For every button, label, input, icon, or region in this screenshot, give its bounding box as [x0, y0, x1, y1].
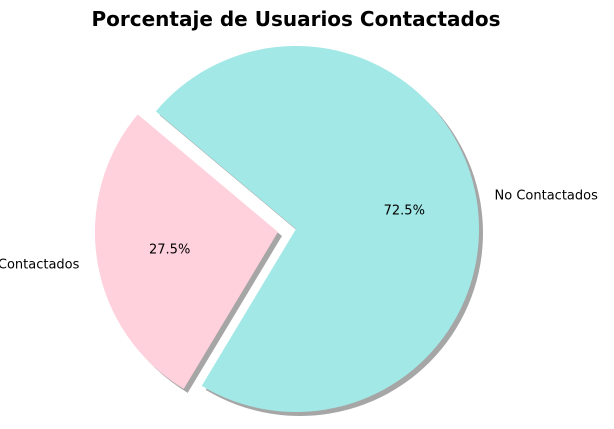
- label-layer: Contactados 27.5% No Contactados 72.5%: [0, 188, 598, 272]
- pie-slice-no-contactados: [155, 46, 480, 412]
- slice-label: No Contactados: [495, 188, 599, 203]
- slice-percent-label: 27.5%: [149, 243, 190, 258]
- slice-layer: [94, 46, 480, 412]
- chart-title: Porcentaje de Usuarios Contactados: [92, 7, 501, 31]
- slice-label: Contactados: [0, 258, 80, 273]
- pie-slice-contactados: [94, 114, 278, 389]
- slice-percent-label: 72.5%: [384, 203, 425, 218]
